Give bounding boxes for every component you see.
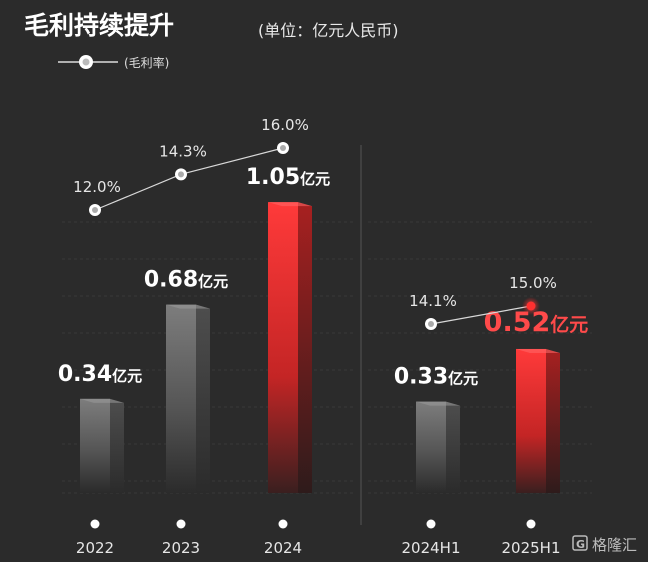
legend-marker-inner	[82, 58, 90, 66]
margin-label-2023: 14.3%	[159, 142, 207, 160]
bar-top-2024H1	[416, 401, 460, 406]
bar-top-2023	[166, 304, 210, 309]
bar-value-label-2024: 1.05亿元	[246, 165, 330, 190]
chart-subtitle: (单位：亿元人民币)	[258, 21, 399, 40]
axis-dot-2022	[90, 519, 100, 529]
bar-side-2022	[110, 398, 124, 493]
bar-2023	[166, 304, 196, 493]
bar-side-2023	[196, 304, 210, 493]
gridlines	[62, 221, 592, 494]
bar-2024H1	[416, 401, 446, 493]
bar-side-2025H1	[546, 348, 560, 493]
bar-value-label-2022: 0.34亿元	[58, 362, 142, 387]
x-axis: 2022 2023 2024 2024H1 2025H1	[76, 519, 561, 557]
axis-dot-2023	[176, 519, 186, 529]
watermark: G 格隆汇	[572, 535, 637, 554]
chart-title: 毛利持续提升	[24, 11, 174, 40]
margin-label-2024H1: 14.1%	[409, 292, 457, 310]
bar-side-2024H1	[446, 401, 460, 493]
watermark-logo-letter: G	[576, 538, 585, 551]
bar-2025H1	[516, 348, 546, 493]
bar-top-2022	[80, 398, 124, 403]
watermark-text: 格隆汇	[592, 536, 637, 554]
margin-label-2025H1: 15.0%	[509, 274, 557, 292]
margin-line-2	[430, 305, 532, 325]
bar-value-label-2023: 0.68亿元	[144, 268, 228, 293]
margin-point-core-2024H1	[428, 321, 434, 327]
margin-point-2025H1	[526, 301, 536, 311]
margin-point-core-2022	[92, 207, 98, 213]
x-tick-label-2024H1: 2024H1	[402, 539, 461, 557]
legend: (毛利率)	[58, 55, 169, 70]
axis-dot-2025H1	[526, 519, 536, 529]
watermark-logo-icon	[572, 535, 588, 551]
x-tick-label-2024: 2024	[264, 539, 302, 557]
legend-label: (毛利率)	[124, 55, 169, 70]
margin-point-core-2024	[280, 145, 286, 151]
axis-dot-2024H1	[426, 519, 436, 529]
x-tick-label-2025H1: 2025H1	[502, 539, 561, 557]
x-tick-label-2023: 2023	[162, 539, 200, 557]
bar-value-label-2024H1: 0.33亿元	[394, 365, 478, 390]
bar-2022	[80, 398, 110, 493]
margin-label-2024: 16.0%	[261, 116, 309, 134]
margin-line-series: 12.0% 14.3% 16.0% 14.1% 15.0%	[73, 116, 557, 330]
bar-2024	[268, 202, 298, 493]
bar-top-2025H1	[516, 348, 560, 353]
bar-side-2024	[298, 202, 312, 493]
axis-dot-2024	[278, 519, 288, 529]
x-tick-label-2022: 2022	[76, 539, 114, 557]
margin-label-2022: 12.0%	[73, 178, 121, 196]
bar-top-2024	[268, 202, 312, 207]
margin-point-core-2023	[178, 171, 184, 178]
